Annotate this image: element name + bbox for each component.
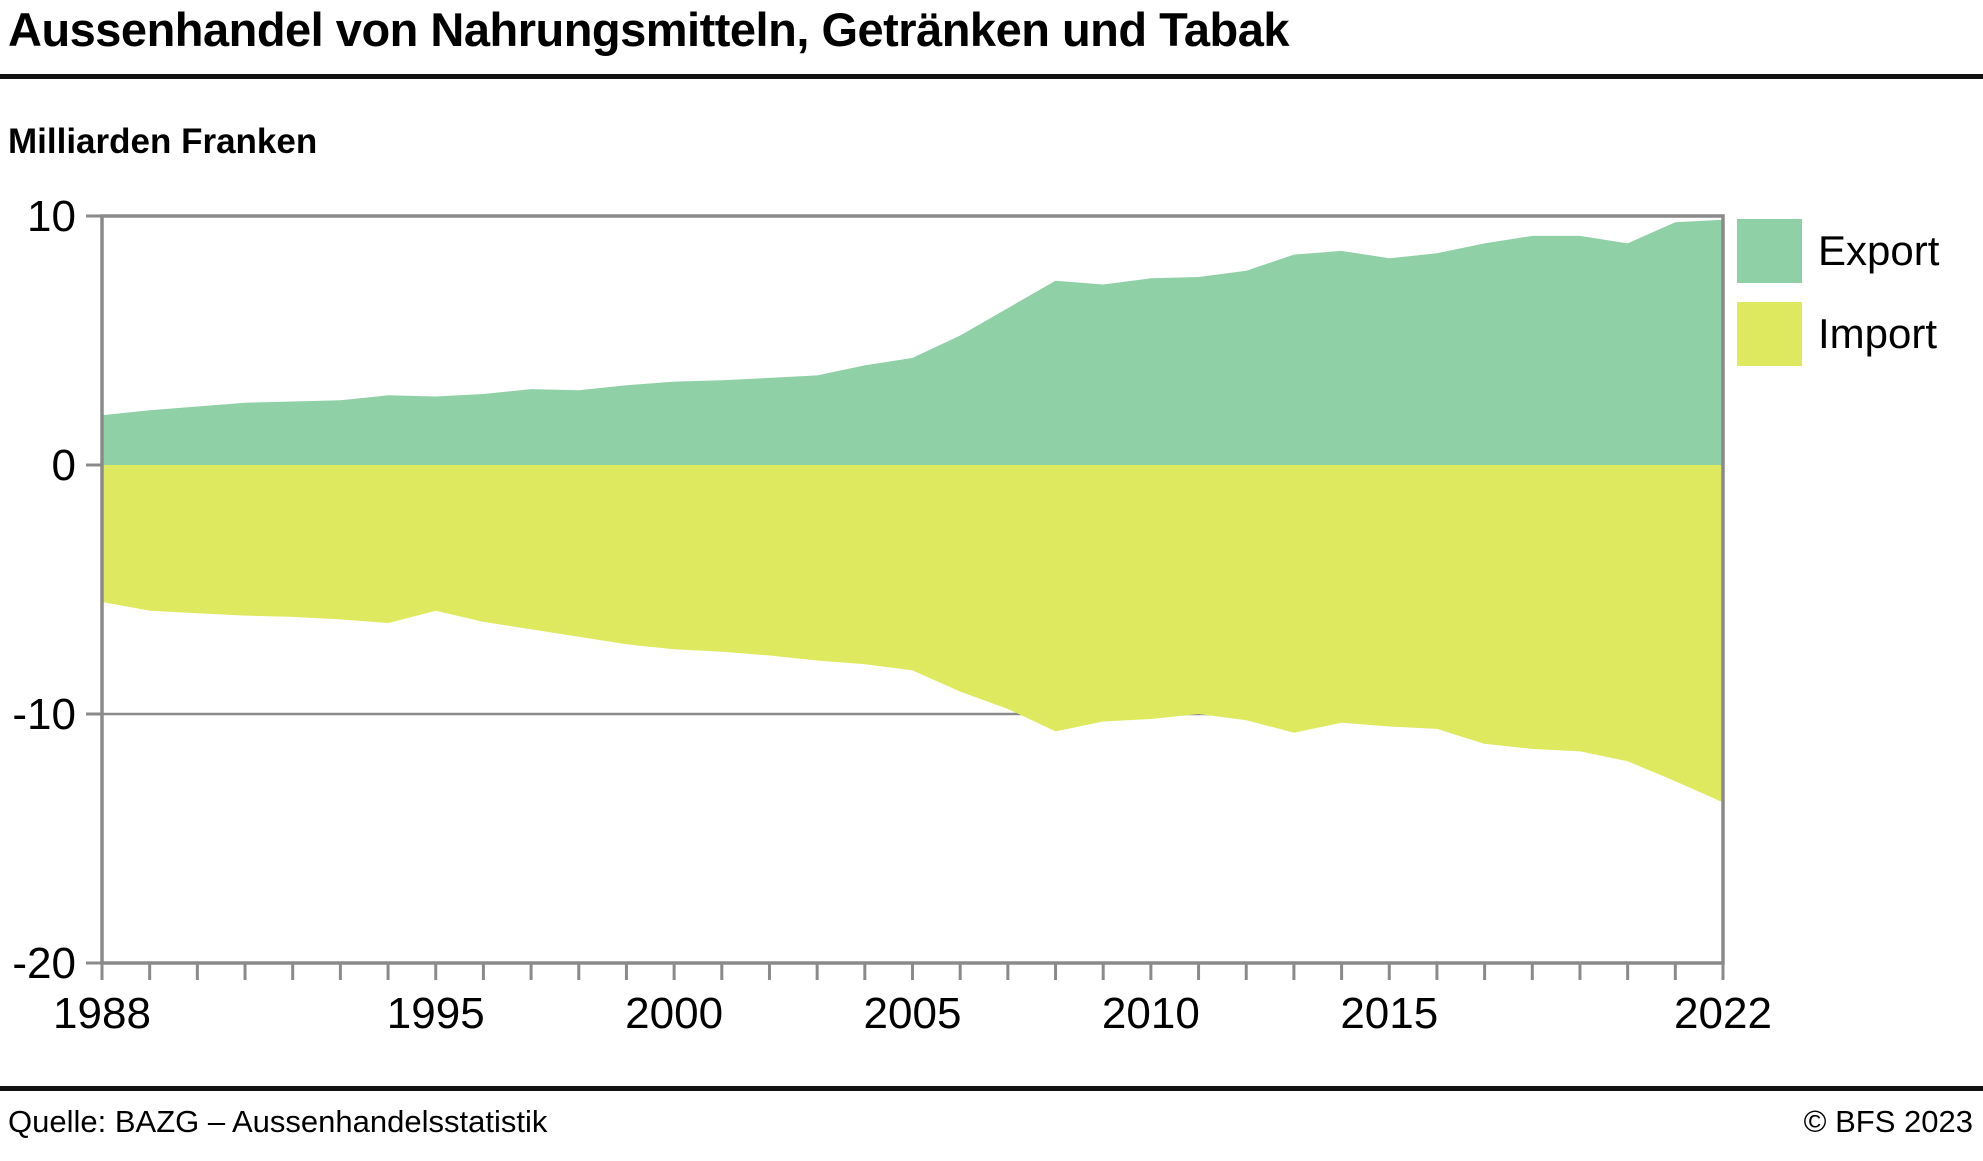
title-divider <box>0 74 1983 79</box>
page-title: Aussenhandel von Nahrungsmitteln, Geträn… <box>8 3 1290 56</box>
footer-divider <box>0 1086 1983 1091</box>
x-axis-ticks: 1988 1995 2000 2005 2010 2015 2022 <box>53 963 1772 1038</box>
legend-label: Export <box>1818 227 1940 274</box>
source-note: Quelle: BAZG – Aussenhandelsstatistik <box>8 1104 548 1139</box>
legend-item-import: Import <box>1737 302 1977 366</box>
x-tick-label-2000: 2000 <box>625 989 723 1038</box>
area-series-layer <box>102 219 1723 803</box>
x-tick-label-2015: 2015 <box>1340 989 1438 1038</box>
y-axis-unit-label: Milliarden Franken <box>8 122 318 161</box>
x-tick-label-1995: 1995 <box>387 989 485 1038</box>
legend-swatch-export <box>1737 219 1802 283</box>
legend-item-export: Export <box>1737 219 1977 283</box>
copyright-note: © BFS 2023 <box>1803 1104 1973 1139</box>
x-tick-label-2022: 2022 <box>1674 989 1772 1038</box>
chart-legend: Export Import <box>1737 219 1977 385</box>
export-area <box>102 219 1723 465</box>
legend-label: Import <box>1818 310 1938 357</box>
x-tick-label-2005: 2005 <box>864 989 962 1038</box>
x-tick-label-2010: 2010 <box>1102 989 1200 1038</box>
y-tick-label-10: 10 <box>27 192 76 241</box>
y-tick-label--10: -10 <box>12 690 76 739</box>
import-area <box>102 465 1723 803</box>
y-axis-ticks: 10 0 -10 -20 <box>12 192 102 988</box>
legend-swatch-import <box>1737 302 1802 366</box>
y-tick-label--20: -20 <box>12 939 76 988</box>
y-tick-label-0: 0 <box>52 441 76 490</box>
x-tick-label-1988: 1988 <box>53 989 151 1038</box>
